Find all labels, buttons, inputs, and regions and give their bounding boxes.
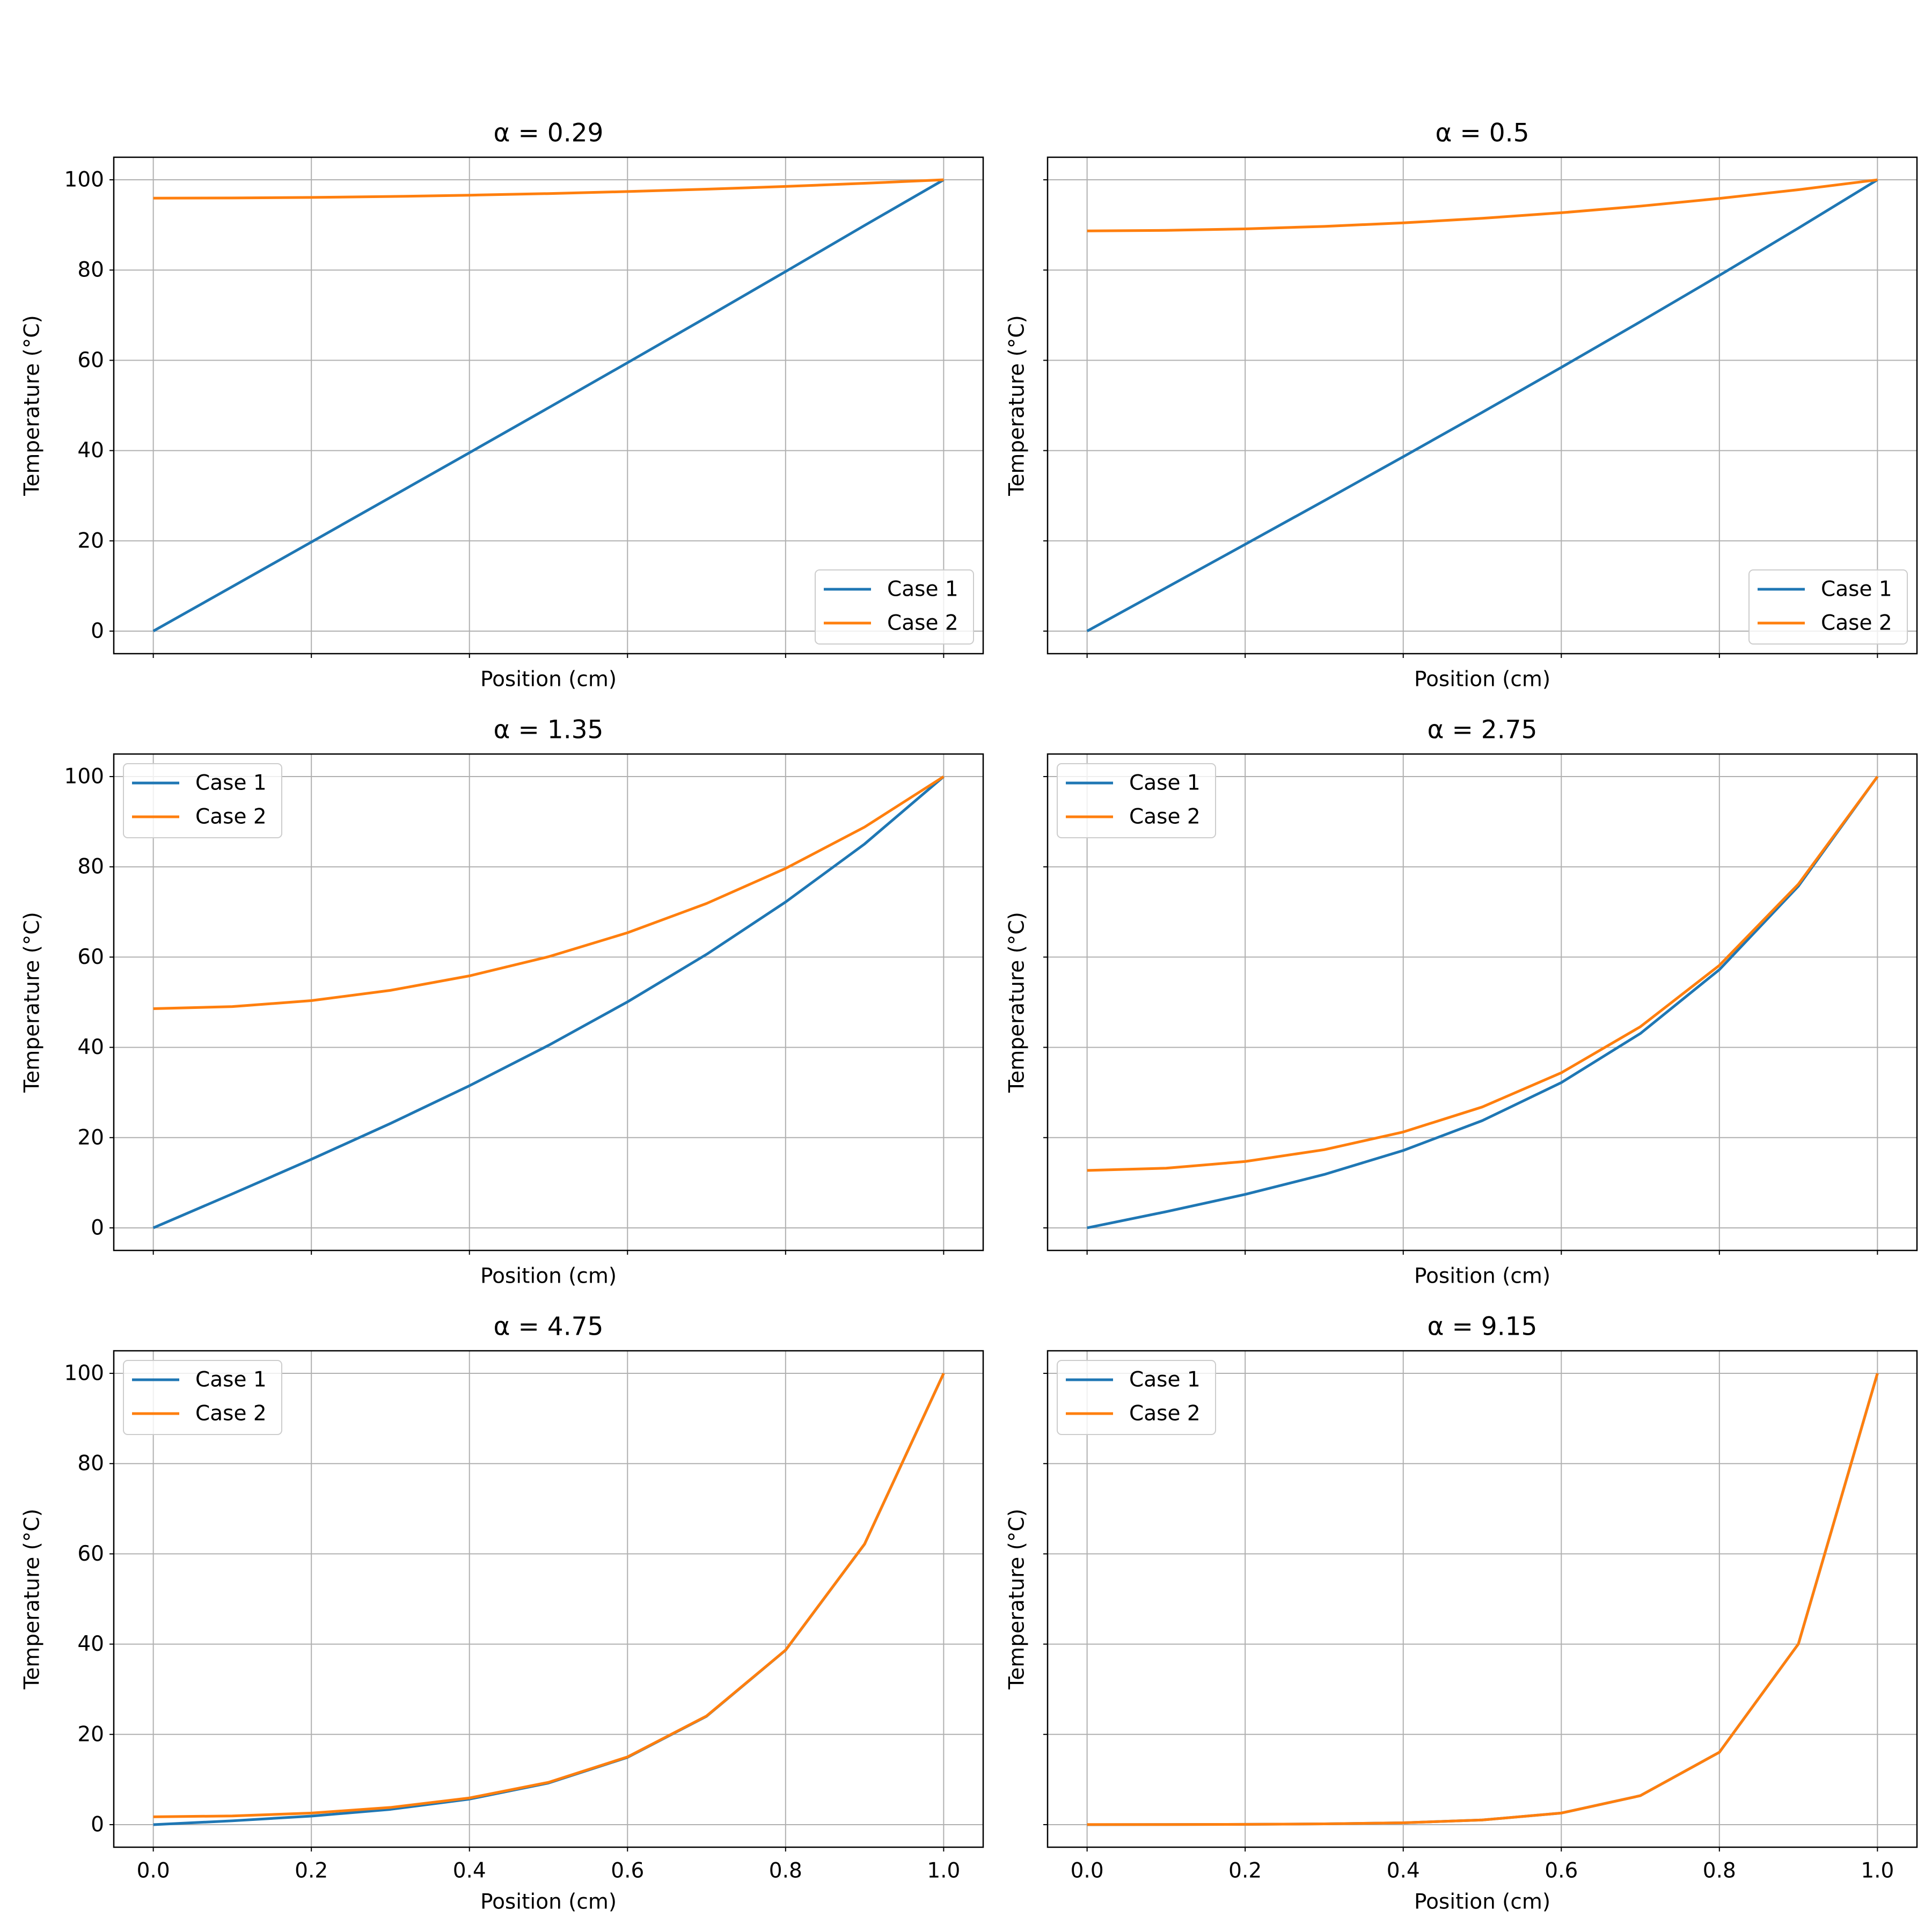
legend: Case 1 Case 2 bbox=[123, 763, 282, 838]
chart-title: α = 0.29 bbox=[494, 119, 604, 148]
x-axis-label: Position (cm) bbox=[480, 1264, 617, 1289]
series-line bbox=[1087, 775, 1879, 1230]
legend-label: Case 1 bbox=[1129, 1368, 1201, 1392]
legend-label: Case 2 bbox=[1129, 805, 1201, 829]
subplot: 0 20 40 60 80 100 α = 0.29 Position (cm) Tempera… bbox=[20, 119, 984, 692]
legend-label: Case 2 bbox=[887, 611, 958, 635]
y-tick-label: 40 bbox=[77, 1035, 104, 1059]
subplot: α = 0.5 Position (cm) Temperature (°C) Case… bbox=[1005, 119, 1918, 692]
y-tick-label: 0 bbox=[91, 1216, 104, 1240]
x-tick-label: 0.0 bbox=[137, 1859, 170, 1883]
axes-frame bbox=[113, 156, 984, 655]
legend: Case 1 Case 2 bbox=[123, 1360, 282, 1435]
axes-frame bbox=[113, 1350, 984, 1848]
legend-label: Case 1 bbox=[195, 1368, 267, 1392]
legend-label: Case 1 bbox=[1129, 771, 1201, 795]
subplot: α = 2.75 Position (cm) Temperature (°C) Cas… bbox=[1005, 715, 1918, 1289]
y-axis-label: Temperature (°C) bbox=[1005, 1509, 1029, 1690]
y-tick-label: 20 bbox=[77, 529, 104, 553]
y-tick-label: 100 bbox=[64, 1362, 104, 1386]
series-line bbox=[153, 775, 945, 1010]
y-tick-label: 100 bbox=[64, 168, 104, 192]
x-tick-label: 0.8 bbox=[1703, 1859, 1736, 1883]
x-tick-label: 1.0 bbox=[927, 1859, 960, 1883]
x-axis-label: Position (cm) bbox=[1414, 1264, 1550, 1289]
x-tick-label: 0.4 bbox=[1387, 1859, 1420, 1883]
chart-title: α = 2.75 bbox=[1428, 715, 1538, 745]
series-line bbox=[152, 178, 945, 633]
x-tick-label: 0.4 bbox=[453, 1859, 486, 1883]
legend: Case 1 Case 2 bbox=[1057, 763, 1216, 838]
axes-frame bbox=[1046, 1350, 1918, 1848]
y-tick-label: 60 bbox=[77, 348, 104, 372]
series-line bbox=[1087, 1373, 1879, 1826]
y-axis-label: Temperature (°C) bbox=[1005, 315, 1029, 496]
y-tick-label: 60 bbox=[77, 1542, 104, 1566]
chart-title: α = 4.75 bbox=[494, 1312, 604, 1342]
x-tick-label: 0.6 bbox=[611, 1859, 644, 1883]
legend-label: Case 2 bbox=[195, 805, 267, 829]
x-tick-label: 0.2 bbox=[295, 1859, 328, 1883]
x-tick-label: 0.0 bbox=[1071, 1859, 1104, 1883]
series-line bbox=[152, 775, 945, 1230]
axes-frame bbox=[1046, 156, 1918, 655]
series-line bbox=[1086, 178, 1878, 633]
y-tick-label: 40 bbox=[77, 438, 104, 463]
series-line bbox=[1087, 775, 1879, 1172]
y-axis-label: Temperature (°C) bbox=[20, 315, 45, 496]
y-axis-label: Temperature (°C) bbox=[20, 912, 45, 1093]
y-axis-label: Temperature (°C) bbox=[20, 1509, 45, 1690]
subplot: 0 20 40 60 80 100 α = 1.35 Position (cm) Tempera… bbox=[20, 715, 984, 1289]
subplot: 0.0 0.2 0.4 0.6 0.8 1.0 α = 9.15 Position (cm) T… bbox=[1005, 1312, 1918, 1914]
legend: Case 1 Case 2 bbox=[1057, 1360, 1216, 1435]
chart-title: α = 1.35 bbox=[494, 715, 604, 745]
y-tick-label: 0 bbox=[91, 619, 104, 643]
subplot: 0.0 0.2 0.4 0.6 0.8 1.0 0 20 40 60 80 100 α = 4.75 Po… bbox=[20, 1312, 984, 1914]
y-tick-label: 60 bbox=[77, 945, 104, 969]
legend-label: Case 1 bbox=[1821, 577, 1892, 602]
chart-title: α = 0.5 bbox=[1436, 119, 1529, 148]
x-axis-label: Position (cm) bbox=[1414, 668, 1550, 692]
series-line bbox=[153, 1372, 945, 1818]
legend-label: Case 2 bbox=[1129, 1402, 1201, 1426]
legend-label: Case 2 bbox=[195, 1402, 267, 1426]
x-tick-label: 0.2 bbox=[1228, 1859, 1262, 1883]
x-tick-label: 0.8 bbox=[769, 1859, 802, 1883]
y-tick-label: 100 bbox=[64, 765, 104, 789]
y-tick-label: 40 bbox=[77, 1632, 104, 1656]
legend-label: Case 1 bbox=[887, 577, 958, 602]
axes-frame bbox=[1046, 753, 1918, 1252]
legend-label: Case 2 bbox=[1821, 611, 1892, 635]
legend: Case 1 Case 2 bbox=[1748, 569, 1908, 645]
x-axis-label: Position (cm) bbox=[480, 668, 617, 692]
axes-frame bbox=[113, 753, 984, 1252]
y-tick-label: 20 bbox=[77, 1722, 104, 1746]
x-tick-label: 1.0 bbox=[1861, 1859, 1894, 1883]
y-axis-label: Temperature (°C) bbox=[1005, 912, 1029, 1093]
x-axis-label: Position (cm) bbox=[480, 1890, 617, 1914]
y-tick-label: 20 bbox=[77, 1125, 104, 1150]
chart-title: α = 9.15 bbox=[1428, 1312, 1538, 1342]
y-tick-label: 80 bbox=[77, 258, 104, 282]
x-axis-label: Position (cm) bbox=[1414, 1890, 1550, 1914]
x-tick-label: 0.6 bbox=[1545, 1859, 1578, 1883]
y-tick-label: 80 bbox=[77, 1452, 104, 1476]
series-line bbox=[1087, 178, 1878, 232]
y-tick-label: 0 bbox=[91, 1812, 104, 1836]
y-tick-label: 80 bbox=[77, 855, 104, 879]
legend: Case 1 Case 2 bbox=[815, 569, 974, 645]
series-line bbox=[153, 178, 944, 200]
legend-label: Case 1 bbox=[195, 771, 267, 795]
